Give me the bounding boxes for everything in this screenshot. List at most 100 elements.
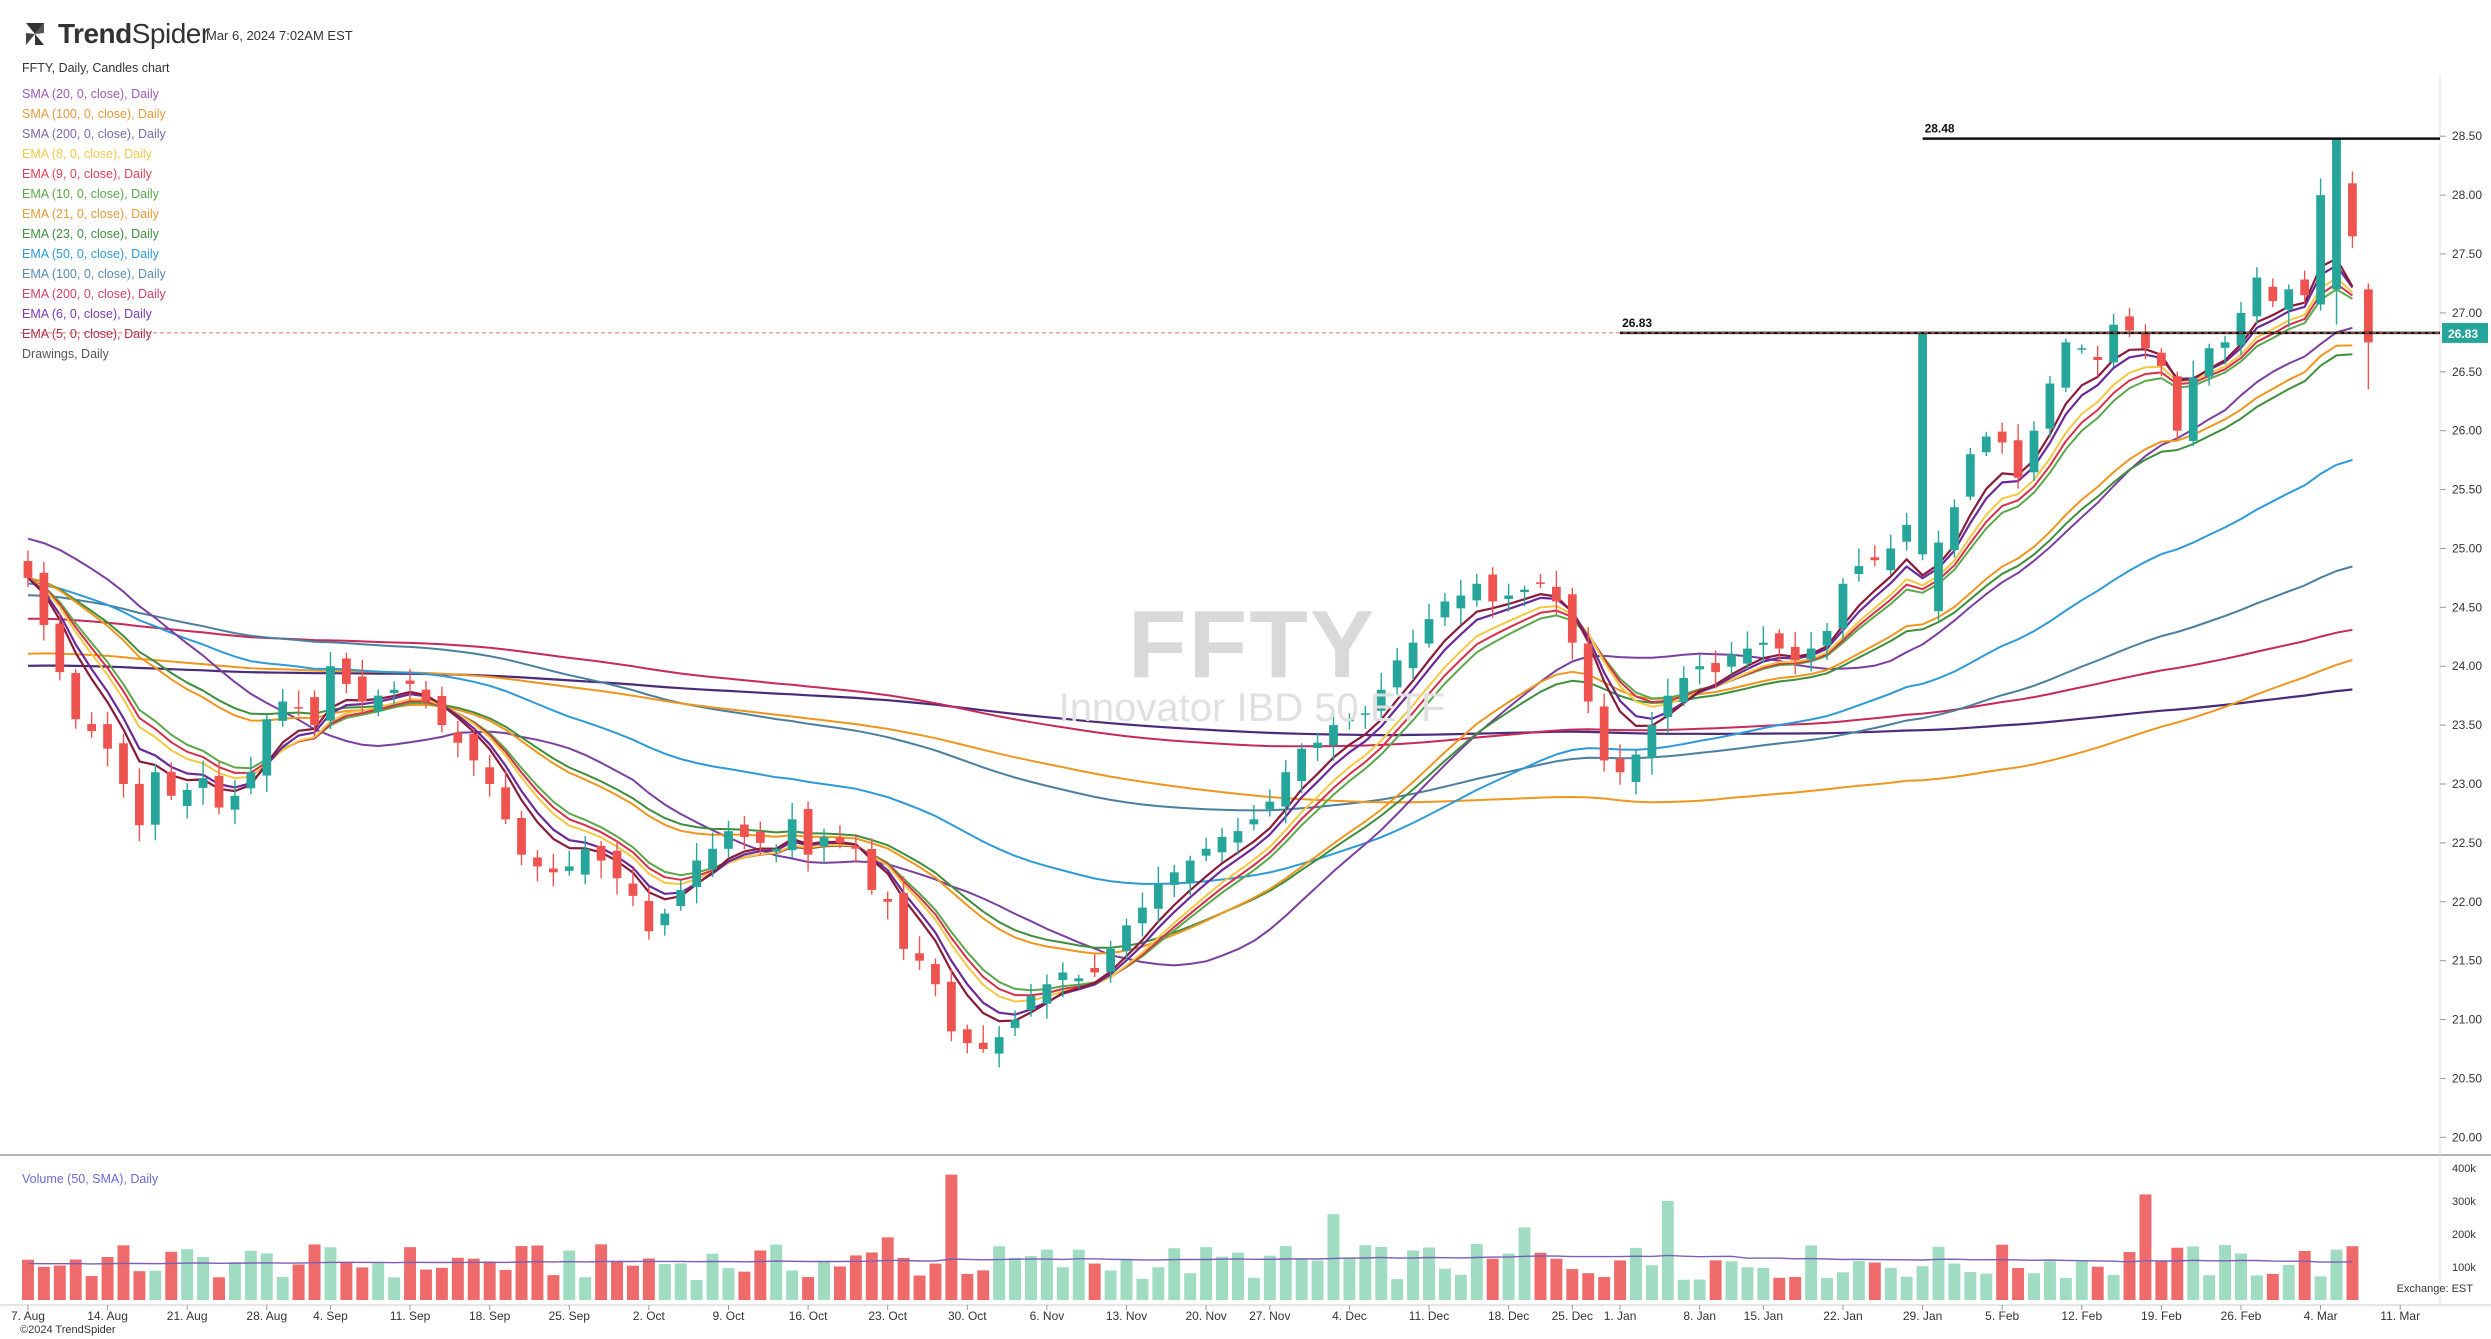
candle-body [1042,984,1052,1004]
legend-item[interactable]: EMA (50, 0, close), Daily [22,247,159,261]
volume-bar [324,1247,337,1300]
copyright: ©2024 TrendSpider [20,1324,116,1336]
candle-body [851,846,861,849]
horizontal-line-label: 26.83 [1622,316,1652,330]
volume-bar [1741,1267,1754,1300]
candle-body [1647,725,1657,758]
volume-bar [2187,1246,2200,1300]
drawings[interactable]: 28.48 26.83 26.83 [20,122,2488,343]
volume-bar [2314,1276,2327,1300]
volume-bar [37,1266,50,1300]
volume-bars [21,1174,2359,1300]
candle-body [787,819,797,851]
candle-body [1010,1019,1020,1028]
legend-item[interactable]: EMA (21, 0, close), Daily [22,207,159,221]
x-tick-label: 21. Aug [167,1309,208,1323]
volume-bar [1454,1274,1467,1300]
legend-item[interactable]: Drawings, Daily [22,347,109,361]
brand-bold: Trend [58,18,132,49]
volume-bar [149,1270,162,1300]
candle-body [150,772,160,825]
volume-bar [2235,1253,2247,1300]
volume-bar [1502,1253,1515,1300]
legend-item[interactable]: SMA (200, 0, close), Daily [22,127,166,141]
x-tick-label: 1. Jan [1604,1309,1637,1323]
x-tick-label: 11. Dec [1409,1309,1449,1323]
candle-body [1169,872,1179,885]
trendspider-logo[interactable]: TrendSpider [20,18,210,50]
volume-bar [1677,1279,1690,1300]
legend-item[interactable]: EMA (23, 0, close), Daily [22,227,159,241]
x-tick-label: 29. Jan [1903,1309,1942,1323]
candle-body [755,831,765,843]
candle-body [55,623,65,673]
x-tick-label: 20. Nov [1185,1309,1226,1323]
volume-bar [53,1265,66,1300]
volume-bar [340,1262,353,1300]
volume-bar [531,1245,544,1300]
volume-bar [2250,1275,2263,1300]
candle-body [310,697,319,726]
legend-item[interactable]: EMA (8, 0, close), Daily [22,147,152,161]
current-price-badge [2442,322,2488,343]
volume-legend[interactable]: Volume (50, SMA), Daily [22,1172,159,1186]
symbol-line[interactable]: FFTY, Daily, Candles chart [22,61,170,75]
volume-bar [1725,1261,1738,1300]
x-tick-label: 9. Oct [712,1309,745,1323]
volume-bar [674,1263,687,1300]
candle-body [819,837,829,847]
watermark-name: Innovator IBD 50 ETF [1058,686,1446,730]
legend-item[interactable]: EMA (5, 0, close), Daily [22,327,152,341]
candle-body [883,898,893,902]
legend-item[interactable]: EMA (200, 0, close), Daily [22,287,166,301]
grid [0,75,2491,1306]
candle-body [1153,884,1163,909]
candle-body [357,676,367,702]
legend-item[interactable]: SMA (100, 0, close), Daily [22,107,166,121]
candle-body [580,848,590,875]
legend-item[interactable]: EMA (100, 0, close), Daily [22,267,166,281]
candle-body [1965,454,1975,497]
volume-sma-line [27,1254,2353,1265]
volume-bar [738,1271,751,1300]
volume-bar [706,1253,719,1300]
x-tick-label: 6. Nov [1030,1309,1065,1323]
volume-bar [802,1277,815,1300]
legend-item[interactable]: EMA (9, 0, close), Daily [22,167,152,181]
volume-bar [770,1244,783,1300]
x-tick-label: 22. Jan [1823,1309,1862,1323]
y-tick-label: 28.00 [2452,188,2482,202]
candle-body [708,848,717,870]
volume-bar [1040,1249,1053,1300]
legend-item[interactable]: EMA (10, 0, close), Daily [22,187,159,201]
candle-body [1345,719,1354,722]
candle-body [1138,907,1147,924]
volume-bar [435,1267,448,1300]
volume-bar [404,1247,417,1300]
candle-body [1265,801,1275,810]
volume-bar [1868,1262,1881,1300]
candle-body [437,695,447,726]
volume-bar [690,1280,703,1300]
candle-body [326,666,335,721]
indicator-legend: SMA (20, 0, close), Daily SMA (100, 0, cl… [22,84,166,364]
candle-body [1488,574,1498,602]
volume-bar [69,1259,82,1300]
volume-bar [85,1276,98,1300]
x-tick-label: 4. Mar [2304,1309,2338,1323]
legend-item[interactable]: SMA (20, 0, close), Daily [22,87,159,101]
candle-body [2300,279,2310,296]
candle-body [1695,666,1705,670]
volume-bar [499,1269,512,1300]
volume-bar [611,1260,624,1300]
candle-body [1711,663,1720,673]
candle-body [1329,725,1338,746]
y-tick-label: 20.50 [2452,1071,2482,1085]
candle-body [2204,348,2214,377]
candle-body [1504,595,1513,599]
current-price-label: 26.83 [2448,327,2478,341]
candle-body [1790,646,1800,661]
legend-item[interactable]: EMA (6, 0, close), Daily [22,307,152,321]
volume-bar [2330,1249,2343,1300]
